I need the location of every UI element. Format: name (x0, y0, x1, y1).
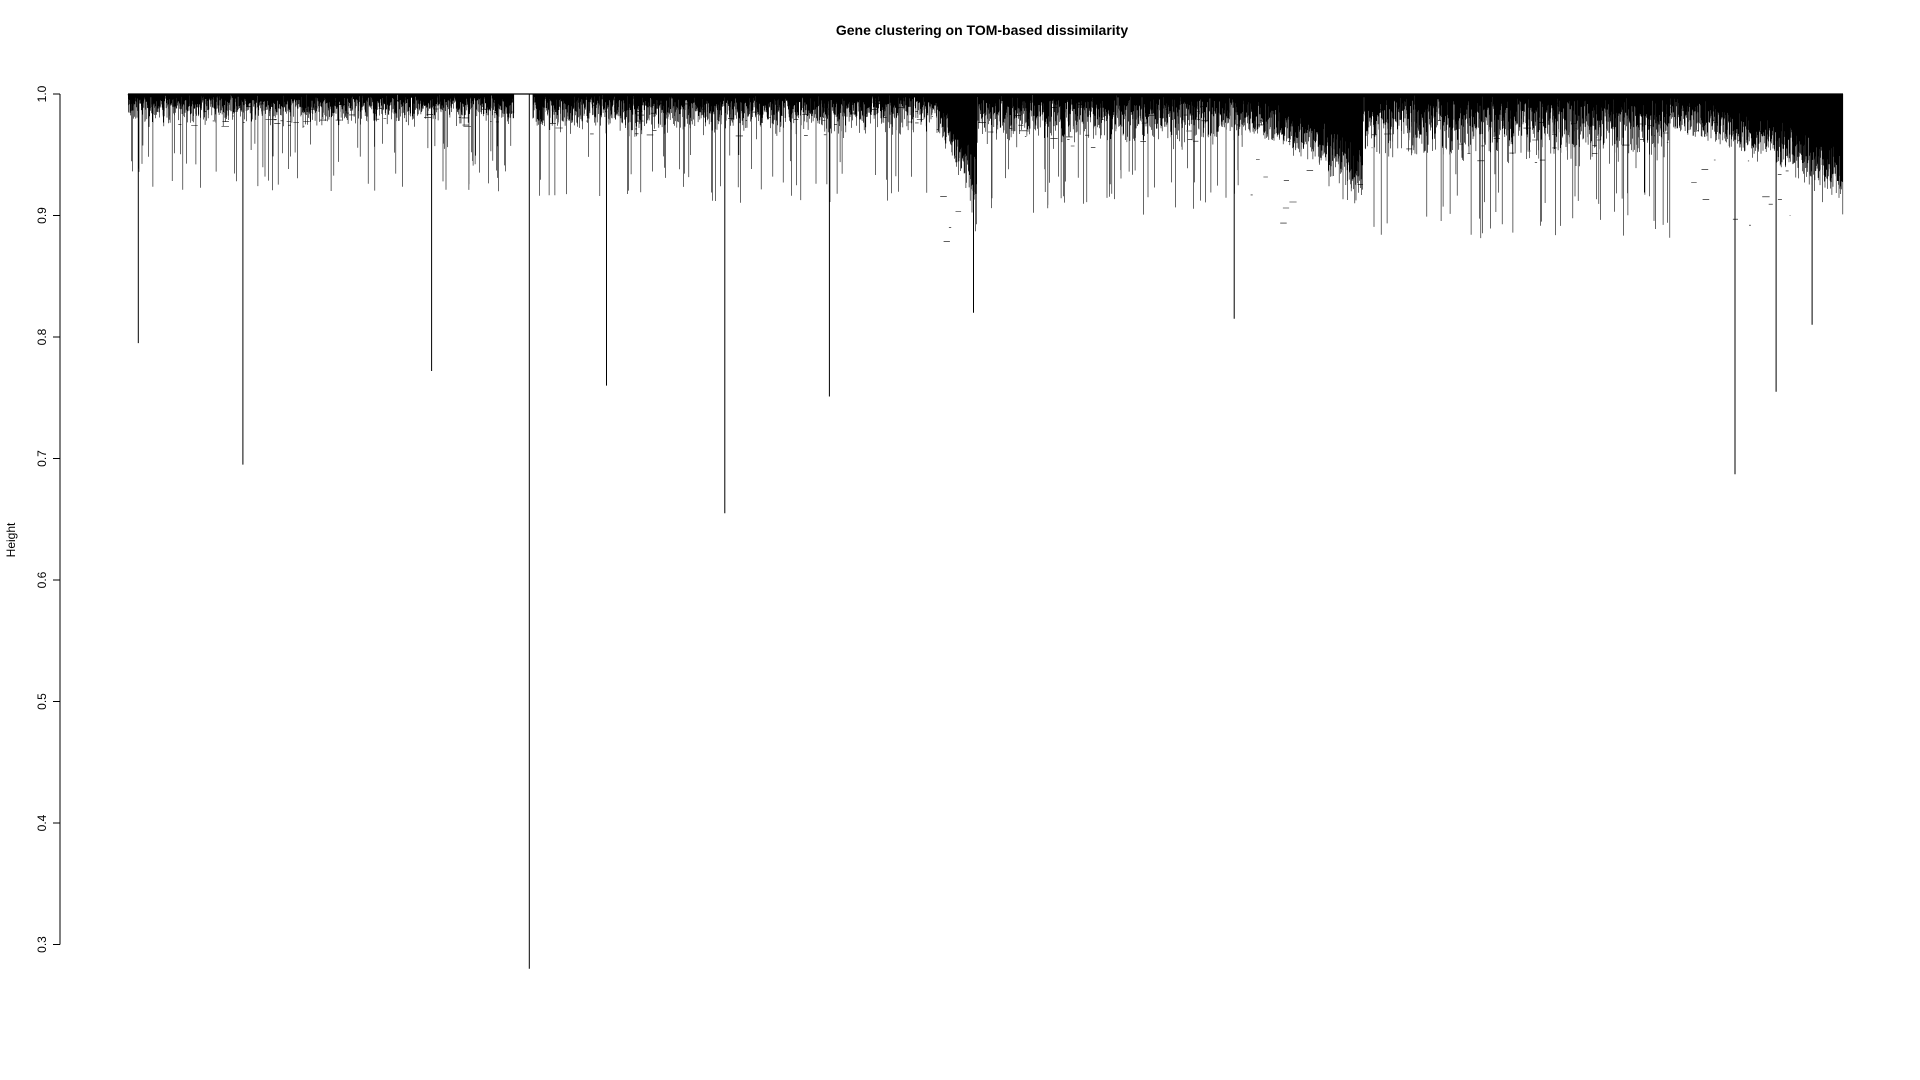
y-tick-label: 0.5 (35, 693, 49, 710)
cluster-leaves (976, 94, 1243, 215)
y-tick-label: 0.9 (35, 207, 49, 224)
y-tick-label: 0.7 (35, 450, 49, 467)
y-tick-label: 1.0 (35, 85, 49, 102)
cluster-merges (978, 95, 1242, 148)
cluster-merges (1371, 96, 1672, 163)
cluster-leaves (1671, 94, 1844, 215)
cluster-leaves (532, 94, 935, 203)
y-axis-label: Height (4, 522, 18, 557)
y-tick-label: 0.8 (35, 328, 49, 345)
cluster-leaves (1242, 94, 1363, 204)
y-tick-label: 0.3 (35, 936, 49, 953)
cluster-leaves (1362, 94, 1672, 239)
cluster-merges (157, 95, 514, 127)
cluster-leaves (127, 94, 515, 192)
cluster-merges (541, 95, 933, 137)
y-axis: 0.3 0.4 0.5 0.6 0.7 0.8 0.9 1.0 (35, 85, 61, 953)
cluster-merges (1250, 94, 1363, 224)
dendrogram-branches (127, 93, 1844, 969)
cluster-leaves (933, 94, 977, 232)
y-tick-label: 0.4 (35, 814, 49, 831)
y-tick-label: 0.6 (35, 571, 49, 588)
cluster-merges (936, 129, 962, 242)
chart-title: Gene clustering on TOM-based dissimilari… (836, 22, 1128, 38)
